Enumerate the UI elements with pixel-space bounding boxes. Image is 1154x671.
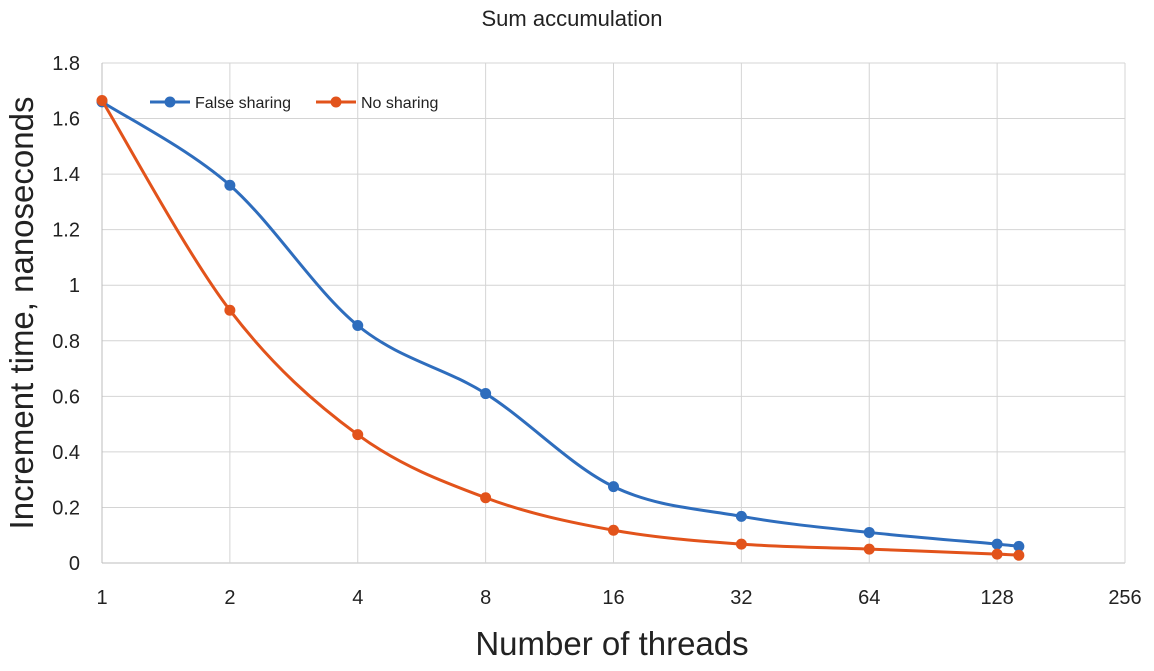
data-point xyxy=(224,304,236,316)
series-line-no-sharing xyxy=(100,99,1019,557)
data-point xyxy=(480,388,492,400)
y-tick-label: 0.2 xyxy=(52,497,80,519)
series-false-sharing xyxy=(96,96,1025,552)
x-tick-label: 32 xyxy=(730,587,752,609)
data-point xyxy=(991,548,1003,560)
data-point xyxy=(352,320,364,331)
data-point xyxy=(608,524,619,536)
legend-swatch-marker xyxy=(164,96,176,108)
y-tick-label: 1.8 xyxy=(52,53,80,75)
data-point xyxy=(224,179,236,191)
data-point xyxy=(735,510,747,522)
legend-item-no-sharing: No sharing xyxy=(316,95,438,112)
data-point xyxy=(352,429,364,441)
y-tick-label: 0.8 xyxy=(52,331,80,353)
x-axis-title: Number of threads xyxy=(475,625,748,662)
y-tick-label: 0 xyxy=(69,553,80,575)
data-point xyxy=(863,526,875,538)
y-axis-ticks: 0 0.2 0.4 0.6 0.8 1 1.2 1.4 1.6 1.8 xyxy=(52,53,80,575)
chart-title: Sum accumulation xyxy=(482,6,663,31)
data-point xyxy=(1013,549,1025,561)
y-tick-label: 1.4 xyxy=(52,164,80,186)
data-point xyxy=(735,538,747,550)
data-point xyxy=(991,538,1003,550)
y-tick-label: 0.4 xyxy=(52,442,80,464)
series-line-false-sharing xyxy=(101,100,1020,548)
x-tick-label: 1 xyxy=(96,587,107,609)
legend-item-false-sharing: False sharing xyxy=(150,95,291,112)
y-tick-label: 1.2 xyxy=(52,220,80,242)
x-tick-label: 64 xyxy=(858,587,880,609)
legend-label: No sharing xyxy=(361,95,438,112)
legend-label: False sharing xyxy=(195,95,291,112)
x-tick-label: 256 xyxy=(1108,587,1141,609)
legend-swatch-marker xyxy=(330,96,342,108)
x-axis-ticks: 1 2 4 8 16 32 64 128 256 xyxy=(96,587,1141,609)
data-point xyxy=(96,95,108,106)
x-tick-label: 2 xyxy=(224,587,235,609)
legend: False sharing No sharing xyxy=(150,95,438,112)
data-point xyxy=(480,492,492,504)
data-point xyxy=(608,481,619,493)
y-axis-title: Increment time, nanoseconds xyxy=(3,97,40,530)
y-tick-label: 1.6 xyxy=(52,109,80,131)
x-tick-label: 4 xyxy=(352,587,363,609)
x-tick-label: 128 xyxy=(980,587,1013,609)
series-no-sharing xyxy=(96,95,1025,561)
x-tick-label: 8 xyxy=(480,587,491,609)
data-point xyxy=(1013,540,1025,552)
x-tick-label: 16 xyxy=(602,587,624,609)
y-tick-label: 0.6 xyxy=(52,386,80,408)
grid xyxy=(101,62,1126,564)
series-layer xyxy=(96,95,1025,561)
y-tick-label: 1 xyxy=(69,275,80,297)
data-point xyxy=(863,543,875,555)
